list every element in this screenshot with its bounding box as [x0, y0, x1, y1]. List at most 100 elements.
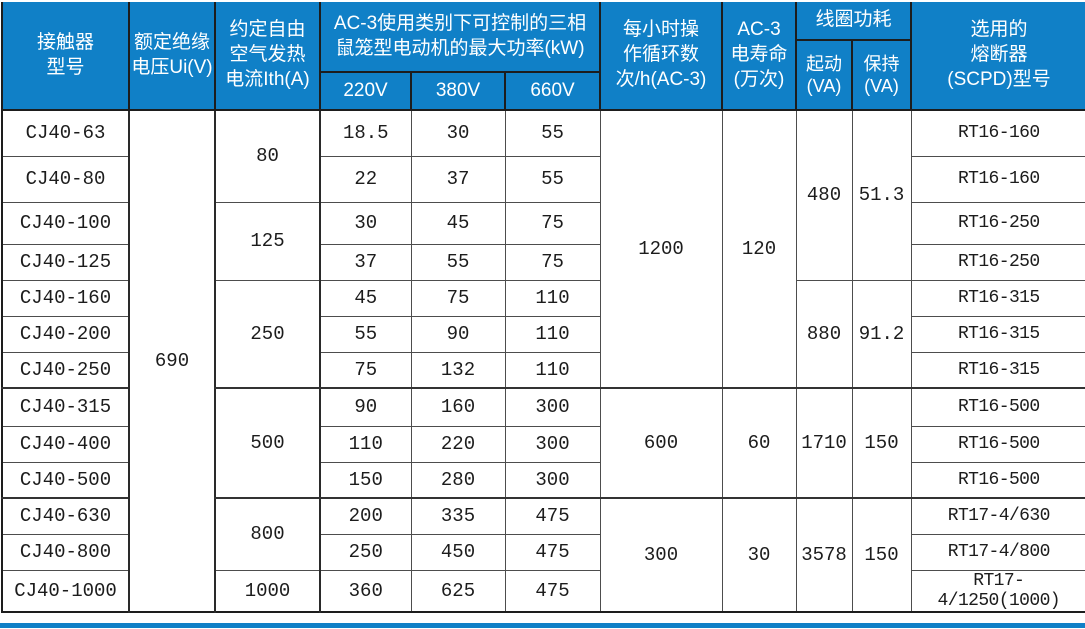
model-cell: CJ40-800: [1, 533, 130, 571]
fuse-cell: RT16-250: [910, 243, 1085, 281]
fuse-cell: RT16-500: [910, 461, 1085, 499]
life-cell: 60: [721, 387, 797, 499]
header-voltage-220: 220V: [319, 72, 412, 111]
power-380-cell: 450: [410, 533, 506, 571]
power-660-cell: 300: [504, 425, 601, 463]
fuse-cell: RT16-315: [910, 315, 1085, 353]
table-row: CJ40-315 500 90 160 300 600 60 1710 150 RT16-500: [1, 387, 1085, 499]
table-row: CJ40-500 150 280 300 RT16-500: [1, 461, 1085, 499]
life-cell: 30: [721, 497, 797, 612]
model-cell: CJ40-63: [1, 109, 130, 157]
header-coil: 线圈功耗: [794, 2, 913, 41]
model-cell: CJ40-160: [1, 279, 130, 317]
cycles-cell: 300: [599, 497, 723, 612]
fuse-cell: RT17-4/630: [910, 497, 1085, 535]
power-380-cell: 160: [410, 387, 506, 427]
power-220-cell: 110: [319, 425, 412, 463]
contactor-spec-table: 接触器 型号 额定绝缘 电压Ui(V) 约定自由 空气发热 电流Ith(A) A…: [1, 2, 1085, 613]
power-380-cell: 37: [410, 155, 506, 203]
power-220-cell: 90: [319, 387, 412, 427]
model-cell: CJ40-630: [1, 497, 130, 535]
power-660-cell: 475: [504, 533, 601, 571]
header-model: 接触器 型号: [1, 2, 130, 111]
coil-hold-cell: 91.2: [851, 279, 912, 389]
table-row: CJ40-160 250 45 75 110 880 91.2 RT16-315: [1, 279, 1085, 389]
power-220-cell: 30: [319, 201, 412, 245]
coil-hold-cell: 51.3: [851, 109, 912, 281]
header-cycles: 每小时操 作循环数 次/h(AC-3): [599, 2, 723, 111]
power-380-cell: 335: [410, 497, 506, 535]
header-thermal-current: 约定自由 空气发热 电流Ith(A): [214, 2, 321, 111]
life-cell: 120: [721, 109, 797, 389]
table-row: CJ40-630 800 200 335 475 300 30 3578 150 RT17-4/6…: [1, 497, 1085, 612]
power-660-cell: 475: [504, 497, 601, 535]
power-380-cell: 280: [410, 461, 506, 499]
model-cell: CJ40-315: [1, 387, 130, 427]
model-cell: CJ40-400: [1, 425, 130, 463]
header-life: AC-3 电寿命 (万次): [721, 2, 797, 111]
power-660-cell: 300: [504, 461, 601, 499]
bottom-accent-bar: [0, 623, 1085, 628]
fuse-cell: RT16-500: [910, 425, 1085, 463]
power-380-cell: 30: [410, 109, 506, 157]
power-380-cell: 75: [410, 279, 506, 317]
power-380-cell: 55: [410, 243, 506, 281]
thermal-current-cell: 80: [214, 109, 321, 203]
thermal-current-cell: 800: [214, 497, 321, 571]
power-220-cell: 360: [319, 569, 412, 612]
model-cell: CJ40-1000: [1, 569, 130, 612]
model-cell: CJ40-250: [1, 351, 130, 389]
power-220-cell: 45: [319, 279, 412, 317]
power-220-cell: 150: [319, 461, 412, 499]
fuse-cell: RT16-315: [910, 279, 1085, 317]
power-380-cell: 625: [410, 569, 506, 612]
header-voltage-660: 660V: [504, 72, 601, 111]
power-220-cell: 200: [319, 497, 412, 535]
table-header: 接触器 型号 额定绝缘 电压Ui(V) 约定自由 空气发热 电流Ith(A) A…: [1, 2, 1085, 111]
power-380-cell: 90: [410, 315, 506, 353]
coil-pickup-cell: 480: [795, 109, 853, 281]
model-cell: CJ40-100: [1, 201, 130, 245]
coil-pickup-cell: 1710: [795, 387, 853, 499]
power-660-cell: 110: [504, 351, 601, 389]
cycles-cell: 1200: [599, 109, 723, 389]
header-fuse: 选用的 熔断器 (SCPD)型号: [910, 2, 1085, 111]
power-660-cell: 75: [504, 243, 601, 281]
model-cell: CJ40-200: [1, 315, 130, 353]
power-220-cell: 18.5: [319, 109, 412, 157]
model-cell: CJ40-80: [1, 155, 130, 203]
table-row: CJ40-100 125 30 45 75 RT16-250: [1, 201, 1085, 281]
thermal-current-cell: 500: [214, 387, 321, 499]
power-660-cell: 300: [504, 387, 601, 427]
power-660-cell: 55: [504, 155, 601, 203]
power-660-cell: 475: [504, 569, 601, 612]
thermal-current-cell: 1000: [214, 569, 321, 612]
coil-hold-cell: 150: [851, 497, 912, 612]
thermal-current-cell: 250: [214, 279, 321, 389]
fuse-cell: RT16-250: [910, 201, 1085, 245]
power-660-cell: 110: [504, 315, 601, 353]
power-220-cell: 37: [319, 243, 412, 281]
power-220-cell: 22: [319, 155, 412, 203]
table-body: CJ40-63 690 80 18.5 30 55 1200 120 480 51.3 RT16-1…: [1, 109, 1085, 612]
header-coil-hold: 保持 (VA): [850, 40, 913, 111]
power-660-cell: 110: [504, 279, 601, 317]
table-row: CJ40-250 75 132 110 RT16-315: [1, 351, 1085, 389]
header-ac3-power: AC-3使用类别下可控制的三相 鼠笼型电动机的最大功率(kW): [319, 2, 601, 73]
power-220-cell: 75: [319, 351, 412, 389]
coil-pickup-cell: 880: [795, 279, 853, 389]
header-rated-voltage: 额定绝缘 电压Ui(V): [128, 2, 216, 111]
header-voltage-380: 380V: [410, 72, 506, 111]
power-660-cell: 75: [504, 201, 601, 245]
table-row: CJ40-80 22 37 55 RT16-160: [1, 155, 1085, 203]
table-row: CJ40-400 110 220 300 RT16-500: [1, 425, 1085, 463]
power-220-cell: 250: [319, 533, 412, 571]
thermal-current-cell: 125: [214, 201, 321, 281]
header-coil-pickup: 起动 (VA): [795, 40, 853, 111]
cycles-cell: 600: [599, 387, 723, 499]
fuse-cell: RT16-160: [910, 109, 1085, 157]
power-660-cell: 55: [504, 109, 601, 157]
fuse-cell: RT16-315: [910, 351, 1085, 389]
coil-pickup-cell: 3578: [795, 497, 853, 612]
